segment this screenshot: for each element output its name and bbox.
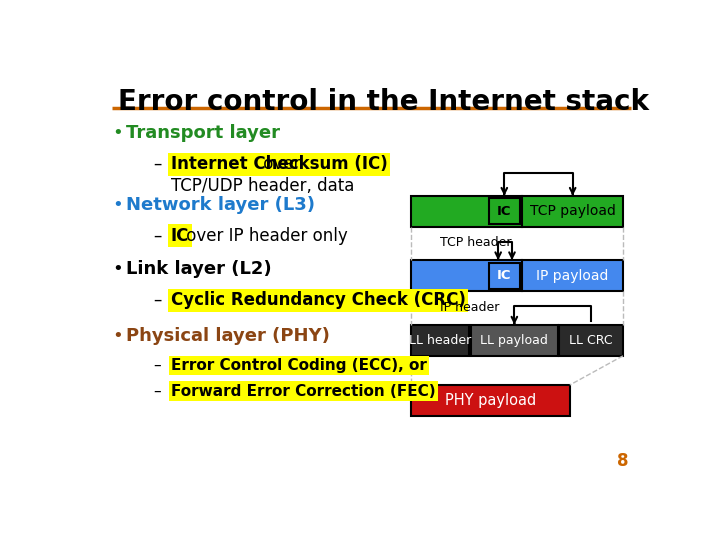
Text: Link layer (L2): Link layer (L2) xyxy=(126,260,272,278)
Text: –: – xyxy=(154,358,166,373)
Text: TCP payload: TCP payload xyxy=(530,204,616,218)
Text: Cyclic Redundancy Check (CRC): Cyclic Redundancy Check (CRC) xyxy=(171,292,466,309)
Bar xyxy=(411,260,623,292)
Text: IP header: IP header xyxy=(441,301,500,314)
Text: PHY payload: PHY payload xyxy=(445,393,536,408)
Text: IP payload: IP payload xyxy=(536,269,609,283)
Text: –: – xyxy=(154,292,168,309)
Bar xyxy=(471,325,557,356)
Text: Physical layer (PHY): Physical layer (PHY) xyxy=(126,327,330,345)
Text: Internet Checksum (IC): Internet Checksum (IC) xyxy=(171,155,387,173)
Text: Error Control Coding (ECC), or: Error Control Coding (ECC), or xyxy=(171,358,427,373)
Text: IC: IC xyxy=(171,227,189,245)
Text: IC: IC xyxy=(497,269,512,282)
Text: LL CRC: LL CRC xyxy=(570,334,613,347)
Text: IC: IC xyxy=(497,205,512,218)
Bar xyxy=(411,325,469,356)
Text: •: • xyxy=(112,124,123,142)
Text: LL header: LL header xyxy=(409,334,472,347)
Text: Network layer (L3): Network layer (L3) xyxy=(126,196,315,214)
Text: Transport layer: Transport layer xyxy=(126,124,280,142)
Text: •: • xyxy=(112,260,123,278)
Text: •: • xyxy=(112,327,123,345)
Bar xyxy=(411,385,570,416)
Text: –: – xyxy=(154,384,166,399)
Text: over IP header only: over IP header only xyxy=(181,227,348,245)
Text: TCP/UDP header, data: TCP/UDP header, data xyxy=(171,177,354,194)
Text: over: over xyxy=(258,155,300,173)
Bar xyxy=(559,325,623,356)
Bar xyxy=(411,196,623,227)
Text: Error control in the Internet stack: Error control in the Internet stack xyxy=(118,87,649,116)
Text: LL payload: LL payload xyxy=(480,334,549,347)
Text: Forward Error Correction (FEC): Forward Error Correction (FEC) xyxy=(171,384,436,399)
Text: TCP header: TCP header xyxy=(441,236,512,249)
Text: –: – xyxy=(154,227,168,245)
Text: –: – xyxy=(154,155,168,173)
Text: •: • xyxy=(112,196,123,214)
Bar xyxy=(489,263,520,289)
Bar xyxy=(489,198,520,225)
Text: 8: 8 xyxy=(617,452,629,470)
